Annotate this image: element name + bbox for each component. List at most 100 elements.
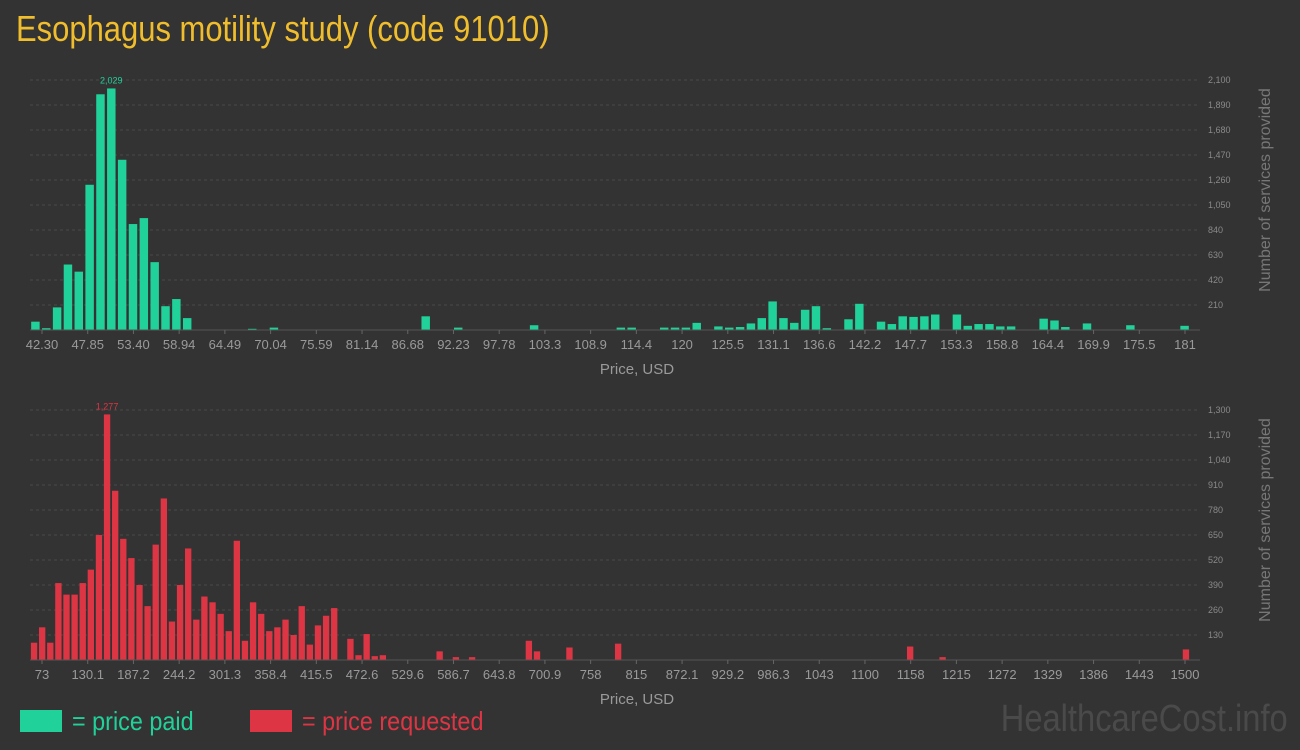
bar [225, 631, 232, 660]
bar [1180, 325, 1189, 330]
x-tick-label: 301.3 [209, 667, 242, 682]
legend-requested-swatch [250, 710, 292, 732]
x-tick-label: 1100 [851, 667, 879, 682]
x-tick-label: 586.7 [437, 667, 470, 682]
y-tick-label: 1,170 [1208, 430, 1231, 440]
x-tick-label: 75.59 [300, 337, 333, 352]
x-tick-label: 130.1 [71, 667, 104, 682]
bar [168, 621, 176, 660]
x-tick-label: 169.9 [1077, 337, 1110, 352]
bar [30, 642, 38, 660]
bar [887, 324, 897, 330]
bar [800, 309, 810, 330]
x-tick-label: 872.1 [666, 667, 699, 682]
x-tick-label: 1386 [1079, 667, 1108, 682]
bar [248, 328, 257, 330]
x-tick-label: 643.8 [483, 667, 516, 682]
bar [71, 594, 78, 660]
requested-chart: 130 260 390 520 650 780 910 1,040 1,170 1,300 1,27… [30, 401, 1274, 708]
bar [898, 316, 907, 330]
x-tick-label: 1043 [805, 667, 834, 682]
bar [436, 651, 443, 660]
x-tick-label: 108.9 [574, 337, 607, 352]
bar [996, 326, 1005, 330]
legend-paid: = price paid [20, 704, 207, 738]
x-axis-label: Price, USD [600, 691, 674, 708]
bar [952, 314, 962, 330]
bar [63, 264, 73, 330]
bar [266, 631, 273, 660]
bar [282, 619, 289, 660]
bar [692, 322, 701, 330]
y-tick-label: 390 [1208, 580, 1223, 590]
bar [627, 327, 636, 330]
bar [822, 328, 832, 330]
bar [322, 615, 330, 660]
bar [355, 655, 362, 660]
bar [52, 307, 62, 330]
bar [201, 596, 208, 660]
x-tick-label: 244.2 [163, 667, 196, 682]
bar [152, 544, 159, 660]
bar [906, 646, 914, 660]
bar [779, 318, 788, 330]
bar [659, 327, 669, 330]
bar [331, 608, 338, 660]
bar [985, 324, 994, 330]
x-tick-label: 1443 [1125, 667, 1154, 682]
legend-paid-label: = price paid [72, 705, 194, 736]
bar [525, 640, 533, 660]
bar [670, 327, 680, 330]
bar [74, 271, 84, 330]
bar [95, 535, 103, 660]
bar [725, 327, 734, 330]
bar [714, 326, 723, 330]
x-tick-label: 158.8 [986, 337, 1019, 352]
bar [233, 540, 241, 660]
bar [468, 657, 476, 660]
x-tick-label: 181 [1174, 337, 1196, 352]
bar [209, 602, 216, 660]
bar [160, 498, 168, 660]
bar [974, 324, 983, 330]
x-tick-label: 125.5 [712, 337, 745, 352]
bar [217, 613, 224, 660]
x-tick-label: 131.1 [757, 337, 790, 352]
bar [128, 558, 135, 660]
bar [811, 306, 821, 330]
bar [182, 318, 192, 330]
x-tick-label: 815 [626, 667, 648, 682]
x-tick-label: 472.6 [346, 667, 379, 682]
bar [844, 319, 853, 330]
x-tick-label: 758 [580, 667, 602, 682]
watermark: HealthcareCost.info [1000, 698, 1288, 740]
y-tick-label: 650 [1208, 530, 1223, 540]
bar [87, 569, 95, 660]
bar [103, 414, 111, 660]
y-tick-label: 1,890 [1208, 100, 1231, 110]
x-tick-label: 120 [671, 337, 693, 352]
bar [31, 321, 40, 330]
bar [909, 316, 918, 330]
bar [920, 316, 929, 330]
y-tick-label: 130 [1208, 630, 1223, 640]
x-tick-label: 86.68 [391, 337, 424, 352]
y-tick-label: 420 [1208, 275, 1223, 285]
bar [150, 262, 159, 330]
bar [185, 548, 192, 660]
bar [136, 585, 143, 660]
x-tick-label: 700.9 [529, 667, 562, 682]
bar [144, 606, 151, 660]
y-axis-label: Number of services provided [1257, 88, 1274, 292]
bar [290, 635, 297, 660]
bar [96, 94, 105, 331]
bar [533, 651, 541, 660]
bar [757, 318, 767, 330]
peak-value-label: 1,277 [96, 401, 119, 411]
x-tick-label: 92.23 [437, 337, 470, 352]
y-tick-label: 1,470 [1208, 150, 1231, 160]
bar [249, 602, 257, 660]
y-tick-label: 210 [1208, 300, 1223, 310]
x-tick-label: 529.6 [391, 667, 424, 682]
x-tick-label: 187.2 [117, 667, 150, 682]
